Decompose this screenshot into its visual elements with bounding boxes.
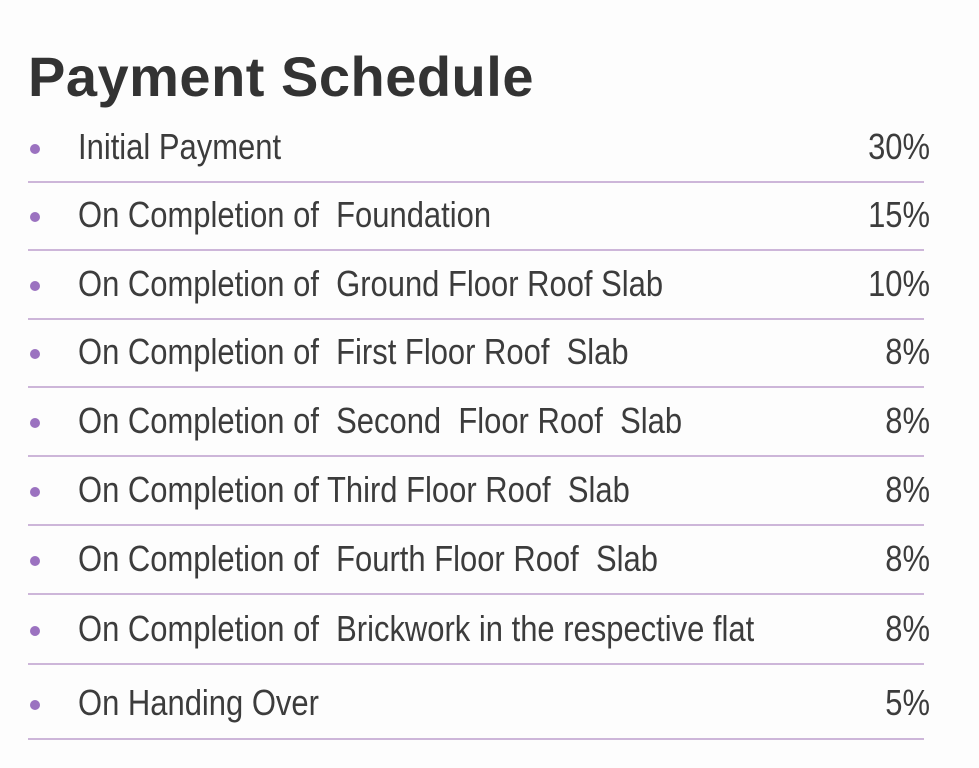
bullet-icon [30,626,40,636]
item-percent: 8% [885,608,930,649]
list-item: On Completion of Ground Floor Roof Slab 1… [28,251,930,320]
item-percent: 5% [885,682,930,723]
bullet-icon [30,487,40,497]
list-item: Initial Payment 30% [28,114,930,183]
bullet-icon [30,144,40,154]
bullet-icon [30,349,40,359]
list-item: On Completion of Third Floor Roof Slab 8% [28,457,930,526]
item-label: On Completion of Ground Floor Roof Slab [78,263,664,304]
item-percent: 8% [885,538,930,579]
bullet-icon [30,700,40,710]
item-label: On Handing Over [78,682,319,723]
item-percent: 15% [868,194,930,235]
item-percent: 8% [885,331,930,372]
page-title: Payment Schedule [28,45,534,108]
list-item: On Completion of Second Floor Roof Slab 8… [28,388,930,457]
item-label: On Completion of First Floor Roof Slab [78,331,629,372]
list-item: On Completion of Foundation 15% [28,182,930,251]
item-percent: 30% [868,126,930,167]
item-percent: 8% [885,400,930,441]
item-label: Initial Payment [78,126,282,167]
item-label: On Completion of Fourth Floor Roof Slab [78,538,658,579]
item-percent: 8% [885,469,930,510]
list-item: On Completion of Fourth Floor Roof Slab 8… [28,526,930,595]
item-label: On Completion of Second Floor Roof Slab [78,400,683,441]
list-item: On Completion of First Floor Roof Slab 8% [28,319,930,388]
bullet-icon [30,418,40,428]
list-item: On Handing Over 5% [28,670,930,740]
item-label: On Completion of Brickwork in the respec… [78,608,755,649]
bullet-icon [30,212,40,222]
item-label: On Completion of Third Floor Roof Slab [78,469,630,510]
item-label: On Completion of Foundation [78,194,492,235]
bullet-icon [30,556,40,566]
list-item: On Completion of Brickwork in the respec… [28,596,930,665]
item-percent: 10% [868,263,930,304]
bullet-icon [30,281,40,291]
